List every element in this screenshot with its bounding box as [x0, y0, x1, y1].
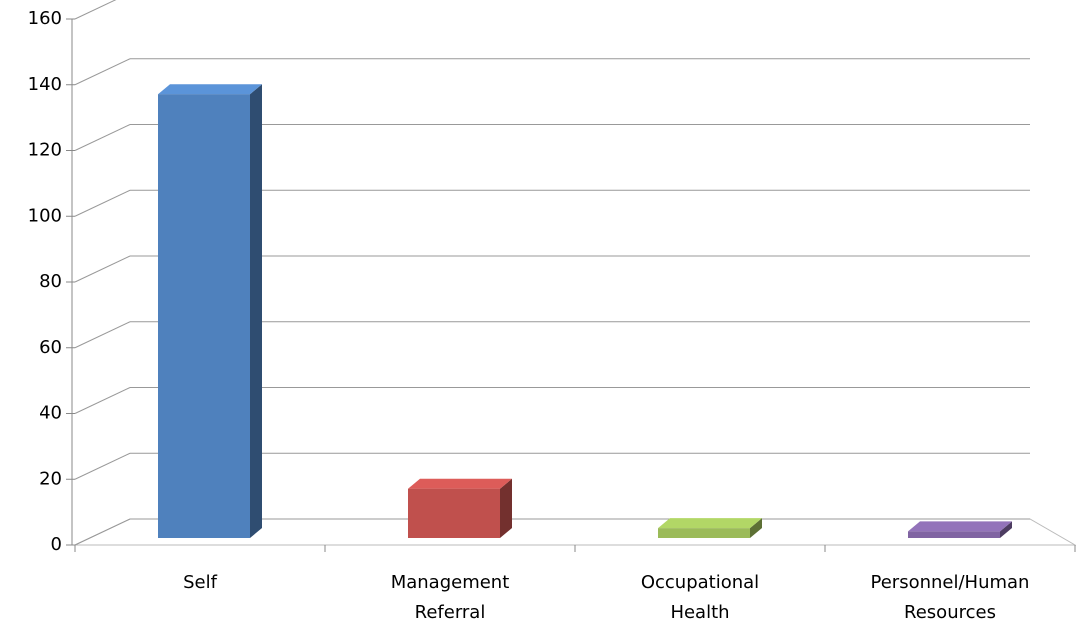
- bar-top: [908, 521, 1012, 532]
- bar-front: [158, 94, 250, 538]
- y-tick-label: 20: [39, 468, 62, 489]
- bar-side: [1000, 521, 1012, 538]
- x-tick-label: Management Referral: [391, 572, 510, 623]
- side-grid-line: [74, 518, 131, 546]
- bar: [658, 518, 762, 538]
- bar-front: [658, 528, 750, 538]
- side-grid-line: [74, 452, 131, 480]
- y-tick-label: 0: [51, 534, 62, 555]
- y-tick-label: 80: [39, 271, 62, 292]
- bar: [158, 84, 262, 538]
- y-tick-label: 120: [28, 140, 62, 161]
- bar-front: [908, 531, 1000, 538]
- bar-front: [408, 488, 500, 538]
- bar-top: [658, 518, 762, 529]
- bar: [908, 521, 1012, 538]
- side-grid-line: [74, 387, 131, 414]
- bar-side: [250, 84, 262, 538]
- y-tick-label: 60: [39, 337, 62, 358]
- side-grid-line: [74, 124, 131, 151]
- side-grid-line: [74, 321, 131, 349]
- side-grid-line: [74, 189, 131, 217]
- bar-top: [408, 478, 512, 489]
- x-tick-label: Personnel/Human Resources: [871, 572, 1030, 623]
- x-tick-label: Self: [183, 572, 218, 593]
- bar: [408, 478, 512, 538]
- bar-side: [750, 518, 762, 538]
- bar-side: [500, 478, 512, 538]
- y-tick-label: 100: [28, 205, 62, 226]
- side-grid-line: [74, 255, 131, 283]
- side-grid-line: [74, 58, 131, 86]
- y-tick-label: 140: [28, 74, 62, 95]
- y-tick-label: 40: [39, 403, 62, 424]
- x-tick-label: Occupational Health: [641, 572, 759, 623]
- bar-top: [158, 84, 262, 95]
- y-tick-label: 160: [28, 8, 62, 29]
- side-grid-line: [74, 0, 117, 20]
